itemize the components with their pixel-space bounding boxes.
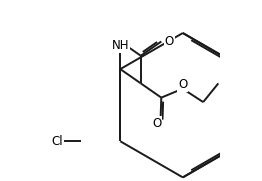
Text: O: O — [152, 117, 161, 130]
Text: O: O — [178, 78, 187, 91]
Text: NH: NH — [112, 39, 129, 52]
Text: Cl: Cl — [51, 135, 63, 148]
Text: O: O — [165, 35, 174, 48]
